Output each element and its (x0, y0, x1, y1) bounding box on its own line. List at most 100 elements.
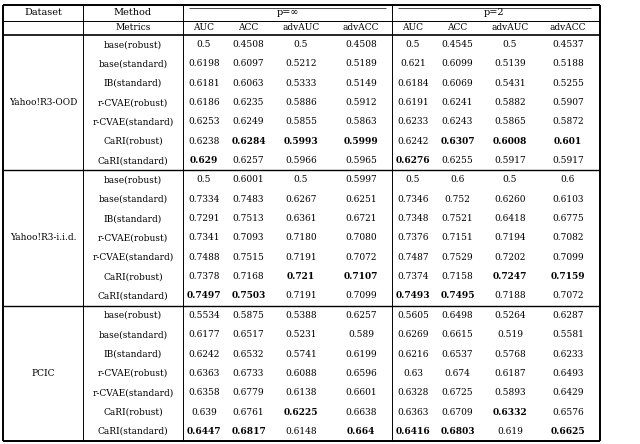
Text: 0.7488: 0.7488 (188, 253, 220, 262)
Text: 0.6235: 0.6235 (233, 98, 264, 107)
Text: r-CVAE(robust): r-CVAE(robust) (98, 234, 168, 242)
Text: advACC: advACC (550, 24, 586, 32)
Text: 0.6498: 0.6498 (442, 311, 474, 320)
Text: 0.7080: 0.7080 (345, 234, 377, 242)
Text: 0.589: 0.589 (348, 330, 374, 339)
Text: 0.6257: 0.6257 (345, 311, 377, 320)
Text: 0.6063: 0.6063 (233, 79, 264, 88)
Text: 0.6148: 0.6148 (285, 427, 317, 436)
Text: 0.5188: 0.5188 (552, 59, 584, 68)
Text: 0.6138: 0.6138 (285, 388, 317, 397)
Text: 0.6493: 0.6493 (552, 369, 584, 378)
Text: 0.7093: 0.7093 (233, 234, 264, 242)
Text: 0.5893: 0.5893 (494, 388, 526, 397)
Text: r-CVAE(standard): r-CVAE(standard) (92, 388, 173, 397)
Text: Dataset: Dataset (24, 8, 62, 17)
Text: 0.6251: 0.6251 (345, 195, 377, 204)
Text: 0.6532: 0.6532 (233, 349, 264, 358)
Text: 0.6416: 0.6416 (396, 427, 430, 436)
Text: 0.5: 0.5 (406, 175, 420, 185)
Text: ACC: ACC (238, 24, 259, 32)
Text: 0.5907: 0.5907 (552, 98, 584, 107)
Text: 0.5581: 0.5581 (552, 330, 584, 339)
Text: 0.5388: 0.5388 (285, 311, 317, 320)
Text: 0.6238: 0.6238 (188, 137, 220, 146)
Text: 0.664: 0.664 (347, 427, 375, 436)
Text: 0.5431: 0.5431 (494, 79, 526, 88)
Text: 0.6287: 0.6287 (552, 311, 584, 320)
Text: 0.6817: 0.6817 (231, 427, 266, 436)
Text: base(robust): base(robust) (104, 40, 162, 49)
Text: 0.6069: 0.6069 (442, 79, 474, 88)
Text: IB(standard): IB(standard) (104, 79, 162, 88)
Text: 0.7374: 0.7374 (397, 272, 429, 281)
Text: 0.5: 0.5 (196, 40, 211, 49)
Text: p=∞: p=∞ (276, 8, 299, 17)
Text: 0.5: 0.5 (503, 175, 517, 185)
Text: 0.6638: 0.6638 (345, 408, 377, 416)
Text: 0.6596: 0.6596 (345, 369, 377, 378)
Text: 0.7483: 0.7483 (233, 195, 264, 204)
Text: 0.6576: 0.6576 (552, 408, 584, 416)
Text: 0.5965: 0.5965 (345, 156, 377, 165)
Text: 0.6097: 0.6097 (233, 59, 264, 68)
Text: r-CVAE(standard): r-CVAE(standard) (92, 118, 173, 127)
Text: 0.7168: 0.7168 (233, 272, 264, 281)
Text: 0.6233: 0.6233 (397, 118, 429, 127)
Text: 0.6517: 0.6517 (232, 330, 264, 339)
Text: 0.4545: 0.4545 (442, 40, 474, 49)
Text: 0.6775: 0.6775 (552, 214, 584, 223)
Text: 0.6615: 0.6615 (442, 330, 474, 339)
Text: 0.5886: 0.5886 (285, 98, 317, 107)
Text: 0.5917: 0.5917 (552, 156, 584, 165)
Text: 0.5993: 0.5993 (284, 137, 318, 146)
Text: 0.7378: 0.7378 (188, 272, 220, 281)
Text: AUC: AUC (403, 24, 424, 32)
Text: 0.674: 0.674 (445, 369, 470, 378)
Text: 0.6088: 0.6088 (285, 369, 317, 378)
Text: r-CVAE(robust): r-CVAE(robust) (98, 369, 168, 378)
Text: 0.7159: 0.7159 (550, 272, 586, 281)
Text: 0.6001: 0.6001 (233, 175, 264, 185)
Text: 0.519: 0.519 (497, 330, 523, 339)
Text: 0.6099: 0.6099 (442, 59, 474, 68)
Text: base(robust): base(robust) (104, 175, 162, 185)
Text: 0.7348: 0.7348 (397, 214, 429, 223)
Text: 0.6601: 0.6601 (345, 388, 377, 397)
Text: 0.5875: 0.5875 (232, 311, 264, 320)
Text: Metrics: Metrics (115, 24, 150, 32)
Text: 0.6: 0.6 (561, 175, 575, 185)
Text: IB(standard): IB(standard) (104, 214, 162, 223)
Text: 0.6328: 0.6328 (397, 388, 429, 397)
Text: 0.7493: 0.7493 (396, 292, 430, 301)
Text: 0.7191: 0.7191 (285, 253, 317, 262)
Text: 0.7529: 0.7529 (442, 253, 474, 262)
Text: 0.7495: 0.7495 (440, 292, 475, 301)
Text: 0.6625: 0.6625 (550, 427, 586, 436)
Text: 0.6184: 0.6184 (397, 79, 429, 88)
Text: 0.6103: 0.6103 (552, 195, 584, 204)
Text: 0.6241: 0.6241 (442, 98, 473, 107)
Text: 0.6803: 0.6803 (440, 427, 475, 436)
Text: 0.5: 0.5 (294, 175, 308, 185)
Text: 0.7072: 0.7072 (345, 253, 377, 262)
Text: ACC: ACC (447, 24, 468, 32)
Text: 0.7107: 0.7107 (344, 272, 378, 281)
Text: 0.5264: 0.5264 (494, 311, 526, 320)
Text: 0.7158: 0.7158 (442, 272, 474, 281)
Text: base(standard): base(standard) (99, 330, 168, 339)
Text: 0.601: 0.601 (554, 137, 582, 146)
Text: r-CVAE(standard): r-CVAE(standard) (92, 253, 173, 262)
Text: CaRI(standard): CaRI(standard) (98, 427, 168, 436)
Text: 0.6363: 0.6363 (188, 369, 220, 378)
Text: 0.6779: 0.6779 (233, 388, 264, 397)
Text: 0.5189: 0.5189 (345, 59, 377, 68)
Text: AUC: AUC (193, 24, 214, 32)
Text: 0.5333: 0.5333 (285, 79, 317, 88)
Text: 0.5917: 0.5917 (494, 156, 526, 165)
Text: 0.7503: 0.7503 (231, 292, 266, 301)
Text: 0.7151: 0.7151 (442, 234, 474, 242)
Text: p=2: p=2 (484, 8, 505, 17)
Text: 0.5865: 0.5865 (494, 118, 526, 127)
Text: 0.5855: 0.5855 (285, 118, 317, 127)
